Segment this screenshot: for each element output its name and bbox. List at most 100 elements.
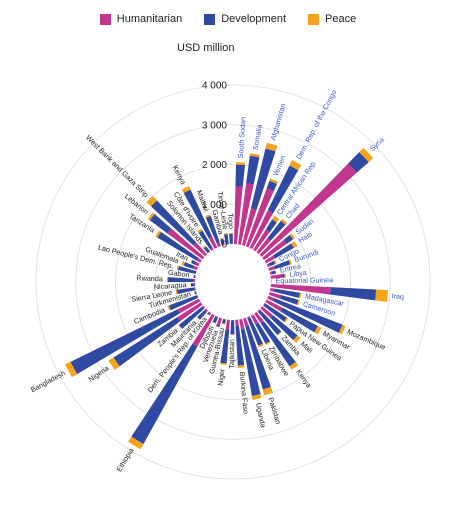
bar-humanitarian-46 (195, 271, 197, 275)
bar-humanitarian-42 (194, 287, 196, 291)
bar-peace-11 (288, 259, 292, 265)
bar-peace-17 (296, 299, 300, 306)
tick-label-3: 3 000 (202, 120, 227, 131)
bar-peace-40 (167, 305, 171, 311)
bar-development-8 (283, 234, 294, 244)
bar-peace-24 (265, 341, 271, 345)
bar-humanitarian-19 (265, 299, 283, 312)
bar-peace-0 (236, 162, 246, 166)
category-label-13: Libya (289, 268, 307, 279)
bar-humanitarian-50 (167, 228, 205, 260)
bar-peace-2 (265, 142, 278, 152)
bar-peace-45 (193, 274, 194, 278)
bar-development-26 (245, 325, 271, 390)
tick-label-1: 1 000 (202, 200, 227, 211)
bar-peace-50 (147, 212, 155, 221)
bar-development-27 (240, 328, 261, 396)
bar-development-45 (193, 274, 196, 278)
bar-peace-38 (108, 357, 120, 370)
bar-development-25 (247, 316, 264, 346)
category-label-51: West Bank and Gaza Strip (84, 133, 150, 199)
bar-development-36 (197, 310, 207, 320)
grid-circle-3 (75, 124, 391, 440)
bar-development-50 (149, 214, 172, 234)
grid-circle-4 (35, 84, 431, 480)
bar-development-9 (272, 243, 294, 259)
bar-development-31 (222, 319, 226, 324)
bar-humanitarian-51 (193, 242, 208, 257)
bar-development-3 (266, 180, 278, 192)
bar-humanitarian-22 (257, 309, 261, 313)
bar-humanitarian-25 (246, 316, 251, 319)
bar-peace-20 (284, 317, 289, 323)
bar-peace-43 (190, 283, 192, 287)
legend-label-humanitarian: Humanitarian (116, 13, 183, 25)
bar-humanitarian-16 (269, 288, 275, 292)
bar-development-30 (220, 329, 230, 364)
bar-development-37 (178, 306, 205, 329)
grid-circles (35, 84, 431, 480)
bar-development-58 (229, 233, 233, 244)
bar-development-43 (190, 283, 196, 287)
bar-peace-53 (197, 228, 203, 234)
bar-peace-1 (249, 153, 260, 158)
tick-label-0: 0 (221, 240, 227, 251)
bar-humanitarian-6 (256, 238, 271, 254)
bar-humanitarian-26 (243, 317, 249, 327)
bar-development-2 (250, 148, 276, 210)
bar-development-33 (212, 316, 218, 324)
bar-peace-8 (289, 233, 296, 240)
category-label-29: Tajikistan (227, 339, 236, 369)
category-label-26: Pakistan (266, 396, 283, 425)
bar-humanitarian-37 (202, 305, 206, 309)
bar-humanitarian-21 (260, 306, 273, 319)
bar-peace-25 (258, 343, 264, 348)
bar-humanitarian-2 (241, 208, 257, 246)
bar-humanitarian-32 (216, 317, 223, 327)
bar-humanitarian-35 (207, 311, 212, 315)
category-label-4: Dem. Rep. of the Congo (294, 88, 338, 161)
bar-humanitarian-36 (204, 308, 209, 313)
bar-development-7 (348, 152, 369, 173)
category-label-18: Mozambique (346, 327, 387, 352)
bar-humanitarian-58 (229, 243, 233, 245)
bar-humanitarian-24 (250, 314, 259, 325)
legend-label-development: Development (221, 13, 287, 25)
bar-development-1 (246, 155, 260, 185)
bar-development-40 (168, 295, 199, 311)
bar-humanitarian-10 (266, 263, 270, 268)
tick-label-4: 4 000 (202, 81, 227, 92)
bar-humanitarian-0 (233, 186, 243, 245)
legend: Humanitarian Development Peace (0, 8, 456, 30)
bar-peace-18 (338, 324, 346, 335)
legend-item-humanitarian[interactable]: Humanitarian (99, 13, 183, 25)
bar-humanitarian-9 (264, 255, 275, 264)
bar-humanitarian-53 (209, 247, 214, 251)
bar-humanitarian-20 (262, 302, 266, 306)
bar-peace-34 (128, 436, 144, 450)
bar-development-38 (113, 317, 181, 367)
bar-development-56 (220, 238, 225, 246)
category-label-0: South Sudan (236, 117, 248, 159)
bar-humanitarian-55 (216, 242, 221, 248)
bar-humanitarian-17 (268, 291, 282, 299)
bar-peace-46 (176, 265, 180, 271)
grid-circle-1 (154, 203, 312, 361)
unit-label: USD million (177, 42, 235, 54)
bar-development-35 (207, 312, 211, 316)
bar-development-6 (267, 220, 286, 241)
category-label-27: Uganda (254, 402, 268, 428)
bar-humanitarian-39 (177, 298, 201, 314)
bar-development-21 (270, 315, 298, 341)
bar-humanitarian-31 (223, 318, 226, 320)
legend-item-peace[interactable]: Peace (308, 13, 356, 25)
bar-humanitarian-41 (195, 291, 197, 295)
bar-development-17 (280, 295, 299, 305)
bar-humanitarian-48 (194, 261, 200, 267)
category-label-58: Togo (226, 213, 236, 229)
bar-peace-13 (284, 273, 286, 278)
category-label-30: Niger (216, 368, 227, 387)
legend-item-development[interactable]: Development (204, 13, 286, 25)
bar-peace-32 (215, 325, 220, 328)
